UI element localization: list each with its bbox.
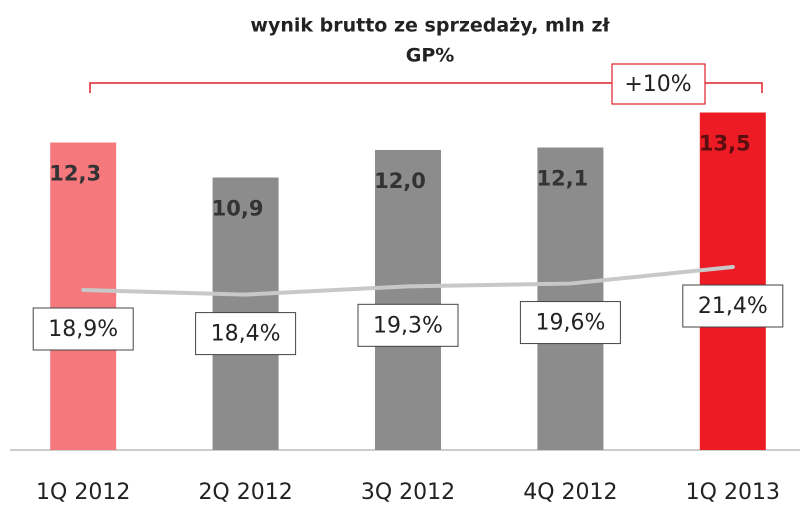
line-label-box [195, 312, 297, 356]
line-label-box [682, 284, 784, 328]
chart-subtitle: GP% [406, 45, 455, 67]
line-value-label: 19,3% [373, 313, 443, 338]
annotation-box [611, 63, 706, 105]
line [81, 265, 735, 297]
x-tick-label: 1Q 2012 [36, 480, 130, 505]
bar [375, 150, 441, 450]
value-label: 10,9 [212, 197, 264, 221]
line-value-label: 19,6% [535, 311, 605, 336]
value-label: 13,5 [699, 132, 751, 156]
bar [699, 112, 766, 450]
bar [537, 147, 604, 450]
x-tick-label: 3Q 2012 [361, 480, 455, 505]
value-label: 12,3 [49, 162, 101, 186]
line-label-box [357, 303, 459, 347]
x-tick-label: 2Q 2012 [198, 480, 292, 505]
annotation: +10% [624, 72, 691, 97]
x-tick-label: 4Q 2012 [523, 480, 617, 505]
line-label-box [32, 307, 134, 351]
value-label: 12,0 [374, 169, 426, 193]
x-tick-label: 1Q 2013 [686, 480, 780, 505]
line-label-box [519, 301, 621, 345]
value-label: 12,1 [536, 167, 588, 191]
chart-title: wynik brutto ze sprzedaży, mln zł [250, 15, 610, 37]
line-value-label: 18,4% [211, 322, 281, 347]
line-value-label: 21,4% [698, 294, 768, 319]
line-value-label: 18,9% [48, 317, 118, 342]
bracket [89, 82, 763, 93]
bar [50, 142, 117, 450]
